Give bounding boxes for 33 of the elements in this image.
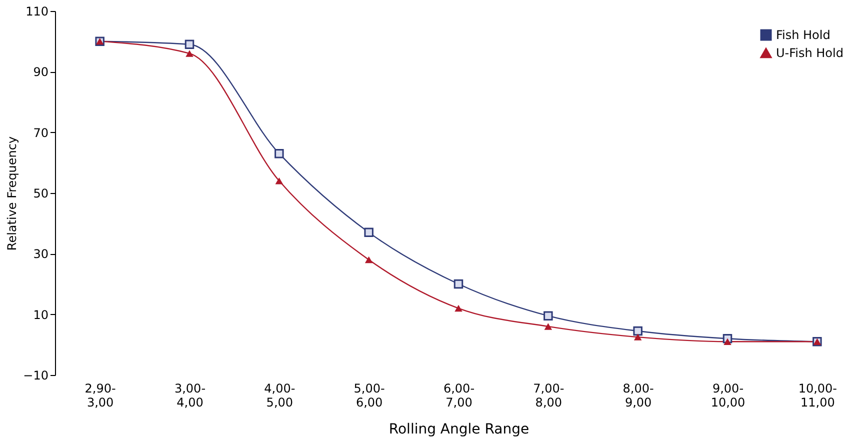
y-tick-label: 50 (33, 186, 48, 200)
point (274, 148, 284, 158)
y-tick-label: 90 (33, 65, 48, 80)
point (634, 334, 642, 340)
x-tick-label: 8,00- 9,00 (622, 382, 654, 410)
point (275, 178, 284, 184)
x-tick-label: 9,00- 10,00 (710, 382, 746, 410)
point (186, 50, 194, 57)
point (454, 279, 464, 289)
point (633, 326, 642, 336)
y-tick-label: 70 (33, 126, 48, 140)
y-tick-label: 10 (33, 308, 48, 322)
y-axis-title: Relative Frequency (5, 136, 20, 251)
x-tick-label: 2,90- 3,00 (84, 382, 116, 410)
x-tick-label: 3,00- 4,00 (174, 382, 206, 410)
x-tick-label: 10,00- 11,00 (798, 382, 838, 410)
y-tick-label: 110 (26, 4, 48, 18)
legend-label: U-Fish Hold (776, 46, 844, 60)
point (544, 311, 553, 320)
legend-label: Fish Hold (776, 28, 830, 42)
y-tick-label: −10 (23, 368, 48, 382)
point (364, 228, 374, 238)
point (454, 304, 462, 312)
point (184, 40, 194, 49)
x-tick-label: 4,00- 5,00 (264, 382, 296, 410)
point (364, 256, 373, 264)
x-tick-label: 7,00- 8,00 (533, 382, 564, 410)
y-tick-label: 30 (33, 247, 48, 262)
x-tick-label: 6,00- 7,00 (443, 382, 475, 410)
x-axis-title: Rolling Angle Range (388, 422, 530, 438)
point (724, 338, 732, 345)
point (544, 323, 552, 330)
x-tick-label: 5,00- 6,00 (354, 382, 385, 410)
